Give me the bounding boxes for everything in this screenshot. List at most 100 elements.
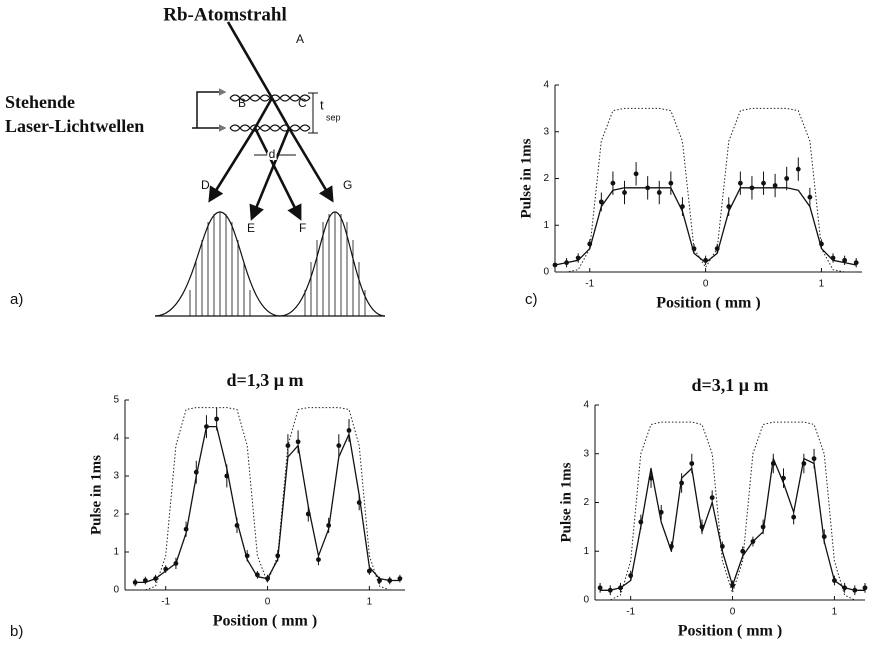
- standing-wave: [229, 124, 311, 132]
- beam-arrow: [253, 127, 302, 221]
- data-point: [295, 439, 301, 445]
- data-point: [587, 241, 593, 247]
- y-tick-label: 4: [583, 400, 589, 411]
- data-point: [830, 255, 836, 261]
- data-point: [680, 204, 685, 209]
- x-tick-label: -1: [161, 597, 170, 608]
- data-point: [770, 461, 776, 466]
- data-point: [714, 246, 720, 252]
- x-tick-label: -1: [626, 607, 635, 618]
- y-tick-label: 3: [113, 471, 119, 482]
- envelope-line: [555, 107, 857, 273]
- data-point: [607, 587, 613, 593]
- data-point: [784, 176, 790, 181]
- y-axis-label: Pulse in 1ms: [558, 462, 574, 542]
- laser-label: Laser-Lichtwellen: [5, 116, 144, 136]
- data-point: [285, 443, 291, 448]
- laser-label: Stehende: [5, 92, 75, 112]
- data-point: [853, 260, 859, 266]
- y-tick-label: 0: [543, 267, 549, 278]
- y-tick-label: 1: [113, 547, 119, 558]
- fit-line: [554, 187, 857, 266]
- x-tick-label: 1: [819, 279, 825, 290]
- data-point: [709, 495, 715, 501]
- y-axis-label: Pulse in 1ms: [518, 138, 534, 218]
- beam-arrow: [253, 97, 274, 129]
- data-point: [622, 190, 627, 195]
- y-tick-label: 3: [543, 126, 549, 137]
- data-point: [703, 257, 709, 263]
- data-point: [819, 241, 824, 247]
- chart-title: d=1,3 μ m: [227, 370, 304, 390]
- data-point: [397, 576, 403, 581]
- data-point: [760, 524, 766, 530]
- data-point: [214, 416, 220, 422]
- data-point: [552, 262, 558, 268]
- x-tick-label: 0: [703, 279, 709, 290]
- data-point: [691, 246, 697, 252]
- data-point: [377, 578, 382, 583]
- data-point: [366, 568, 372, 574]
- diagram: Rb-Atomstrahl Stehende Laser-Lichtwellen…: [5, 4, 386, 317]
- data-point: [633, 171, 639, 177]
- y-tick-label: 2: [543, 173, 549, 184]
- y-axis-label: Pulse in 1ms: [88, 455, 104, 535]
- x-tick-label: 1: [832, 607, 838, 618]
- data-point: [761, 180, 766, 186]
- data-point: [772, 183, 778, 188]
- path-label: C: [298, 96, 307, 110]
- data-point: [719, 543, 725, 549]
- data-point: [142, 578, 148, 583]
- data-point: [750, 539, 756, 544]
- data-point: [795, 166, 801, 172]
- y-tick-label: 1: [543, 220, 549, 231]
- data-point: [254, 572, 260, 578]
- data-point: [183, 526, 189, 532]
- x-tick-label: 0: [730, 607, 736, 618]
- path-label: E: [247, 221, 255, 235]
- data-point: [669, 543, 674, 549]
- data-point: [658, 509, 664, 515]
- data-point: [356, 500, 362, 505]
- data-point: [610, 180, 616, 186]
- beam-arrow: [226, 21, 274, 99]
- data-point: [204, 424, 209, 429]
- x-axis-label: Position ( mm ): [678, 623, 782, 640]
- data-point: [628, 573, 634, 579]
- y-tick-label: 0: [583, 595, 589, 606]
- data-point: [564, 260, 569, 266]
- data-point: [346, 428, 352, 433]
- data-point: [740, 548, 746, 554]
- beam-arrow: [270, 97, 291, 129]
- x-axis-label: Position ( mm ): [213, 613, 317, 630]
- data-point: [811, 456, 817, 462]
- data-point: [781, 475, 786, 481]
- path-label: B: [238, 96, 246, 110]
- beam-arrow: [208, 127, 257, 203]
- laser-bracket: [192, 88, 227, 129]
- data-point: [275, 553, 281, 559]
- data-point: [234, 523, 240, 528]
- y-tick-label: 3: [583, 448, 589, 459]
- data-point: [821, 534, 827, 540]
- data-point: [852, 587, 858, 593]
- data-point: [132, 580, 138, 585]
- data-point: [645, 185, 651, 191]
- beam-label: Rb-Atomstrahl: [163, 4, 287, 25]
- data-point: [638, 519, 644, 525]
- y-tick-label: 1: [583, 546, 589, 557]
- data-point: [801, 461, 807, 466]
- data-point: [842, 257, 848, 263]
- data-point: [305, 511, 311, 517]
- data-point: [326, 523, 332, 528]
- beam-arrow: [249, 127, 291, 221]
- fringe-lines: [189, 212, 366, 316]
- data-point: [699, 524, 705, 530]
- data-point: [737, 180, 743, 186]
- standing-wave: [229, 94, 311, 102]
- y-tick-label: 4: [543, 80, 549, 91]
- data-point: [749, 185, 755, 191]
- data-point: [726, 204, 732, 209]
- data-point: [807, 194, 813, 200]
